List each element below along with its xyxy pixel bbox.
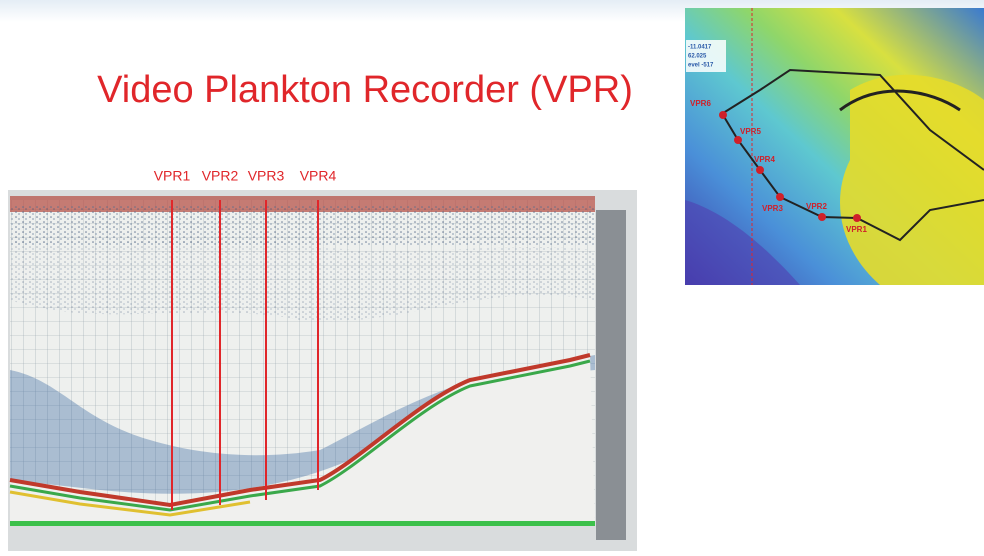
echogram-label: VPR2 [202, 168, 239, 184]
echogram-label: VPR3 [248, 168, 285, 184]
station-label: VPR1 [846, 225, 867, 234]
echogram-label: VPR1 [154, 168, 191, 184]
station-label: VPR4 [754, 155, 775, 164]
station-label: VPR6 [690, 99, 711, 108]
station-label: VPR3 [762, 204, 783, 213]
slide-title: Video Plankton Recorder (VPR) [97, 69, 633, 111]
map: -11.0417 62.025 evel -517 VPR6 VPR5 VPR4… [685, 8, 984, 285]
echogram-label: VPR4 [300, 168, 337, 184]
echogram [8, 190, 637, 551]
map-info: 62.025 [688, 54, 707, 60]
map-info: -11.0417 [688, 45, 712, 51]
map-info: evel -517 [688, 63, 714, 69]
station-label: VPR2 [806, 202, 827, 211]
station-label: VPR5 [740, 127, 761, 136]
